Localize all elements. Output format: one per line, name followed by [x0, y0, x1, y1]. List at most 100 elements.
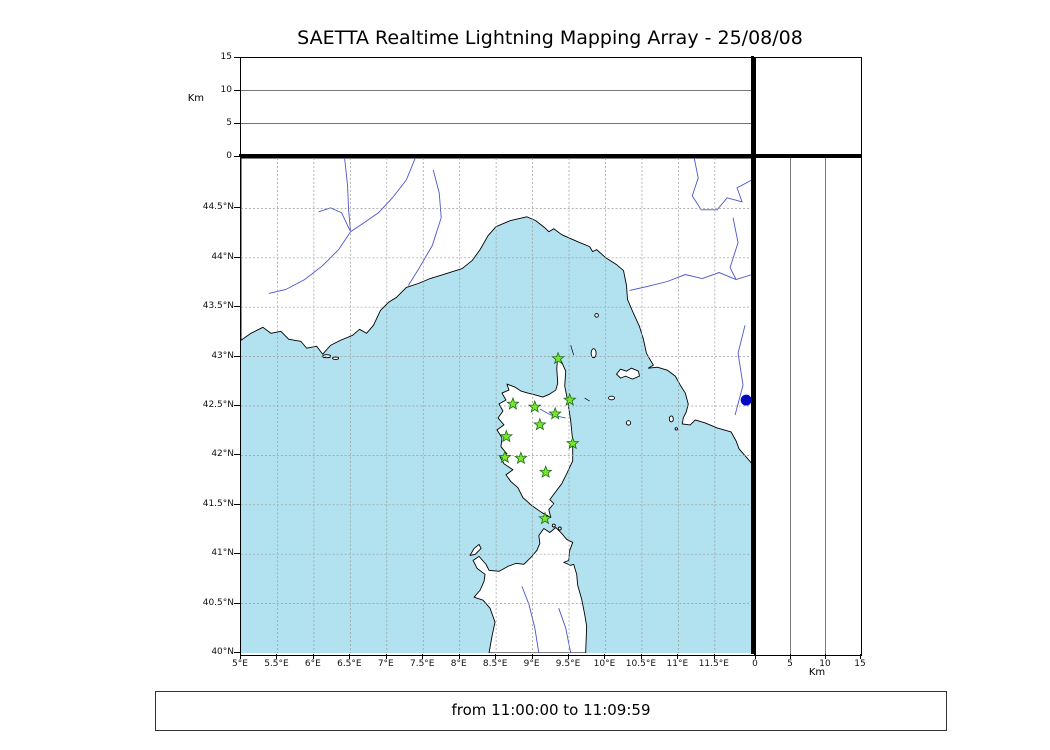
marker-layer: [498, 351, 752, 525]
lon-tick-label: 8°E: [450, 659, 467, 669]
lat-tick-label: 40.5°N: [202, 597, 234, 608]
altitude-tick-mark: [234, 156, 240, 157]
pianosa-island: [608, 395, 615, 401]
elba-island: [616, 367, 640, 380]
port-cros-island: [332, 356, 340, 360]
lat-tick-mark: [234, 207, 240, 209]
river: [407, 169, 442, 286]
lon-tick-label: 10°E: [593, 659, 616, 669]
sardinia-land: [472, 527, 588, 653]
station-marker: [499, 429, 514, 443]
panel-divider-horizontal: [239, 154, 861, 157]
lon-tick-mark: [604, 654, 606, 659]
lat-tick-mark: [234, 454, 240, 456]
lon-tick-mark: [240, 654, 241, 659]
altitude-tick-mark: [790, 654, 791, 659]
lat-tick-mark: [234, 256, 240, 258]
altitude-unit-label-left: Km: [187, 93, 204, 104]
capraia-island: [590, 348, 597, 359]
lat-tick-mark: [234, 602, 240, 604]
station-marker: [562, 392, 577, 406]
lat-tick-mark: [234, 355, 240, 357]
lat-tick-label: 44°N: [211, 251, 234, 262]
lon-tick-label: 8.5°E: [482, 659, 508, 669]
lon-tick-label: 5°E: [232, 659, 248, 669]
lon-tick-label: 7.5°E: [409, 659, 435, 669]
altitude-tick-label: 0: [226, 151, 232, 161]
station-marker: [527, 399, 542, 413]
lat-tick-label: 43.5°N: [202, 301, 234, 312]
maddalena-islet: [557, 526, 562, 531]
altitude-tick-mark: [234, 57, 240, 58]
maddalena-islet: [551, 523, 556, 528]
altitude-tick-mark: [234, 123, 240, 124]
coastline-detail: [570, 345, 575, 356]
station-marker: [533, 417, 547, 431]
giannutri-island: [674, 427, 678, 431]
lat-tick-label: 44.5°N: [202, 202, 234, 213]
lon-tick-label: 11°E: [666, 659, 689, 669]
altitude-tick-mark: [234, 90, 240, 91]
altitude-longitude-panel: [240, 57, 755, 158]
giglio-island: [668, 415, 674, 423]
river: [729, 217, 739, 280]
river: [350, 158, 416, 233]
time-window-text: from 11:00:00 to 11:09:59: [451, 701, 651, 719]
altitude-tick-mark: [860, 654, 861, 659]
river: [539, 408, 566, 419]
lon-tick-mark: [713, 654, 715, 659]
altitude-tick-label: 10: [220, 85, 232, 95]
altitude-unit-label-bottom: Km: [808, 667, 826, 678]
altitude-tick-label: 15: [854, 659, 866, 669]
lon-tick-label: 11.5°E: [698, 659, 729, 669]
lat-tick-mark: [234, 503, 240, 505]
altitude-tick-mark: [825, 654, 826, 659]
gorgona-island: [594, 313, 599, 318]
lat-tick-label: 42.5°N: [202, 399, 234, 410]
altitude-grid-line: [241, 123, 754, 124]
page-title: SAETTA Realtime Lightning Mapping Array …: [297, 27, 803, 49]
station-marker: [548, 406, 562, 420]
coastline-detail: [584, 397, 590, 402]
lat-tick-mark: [234, 652, 240, 653]
lat-tick-mark: [234, 306, 240, 308]
geographic-map: [241, 158, 752, 653]
altitude-latitude-panel: [755, 157, 862, 656]
lon-tick-mark: [495, 654, 497, 659]
altitude-tick-label: 15: [220, 52, 232, 62]
altitude-tick-label: 5: [787, 659, 793, 669]
lon-tick-mark: [349, 654, 351, 659]
lat-tick-mark: [234, 404, 240, 406]
station-marker: [538, 511, 552, 525]
france-italy-land: [241, 158, 752, 465]
panel-divider-vertical: [751, 56, 754, 654]
lightning-event-marker: [740, 394, 752, 406]
river: [318, 207, 351, 232]
altitude-grid-line: [241, 90, 754, 91]
lat-tick-label: 41.5°N: [202, 498, 234, 509]
lat-tick-label: 41°N: [211, 548, 234, 559]
altitude-tick-label: 10: [819, 659, 831, 669]
montecristo-island: [625, 420, 632, 426]
lon-tick-mark: [677, 654, 679, 659]
river: [521, 586, 540, 653]
time-window-box: from 11:00:00 to 11:09:59: [155, 691, 947, 731]
river: [691, 158, 702, 211]
corner-panel: [755, 57, 862, 158]
lon-tick-mark: [531, 654, 533, 659]
altitude-grid-line: [790, 158, 791, 655]
river: [344, 158, 352, 232]
lon-tick-mark: [276, 654, 278, 659]
lon-tick-mark: [312, 654, 314, 659]
lon-tick-label: 9.5°E: [555, 659, 581, 669]
lon-tick-mark: [385, 654, 387, 659]
lon-tick-mark: [458, 654, 460, 659]
map-panel: [240, 157, 755, 656]
altitude-tick-label: 5: [226, 118, 232, 128]
altitude-grid-line: [825, 158, 826, 655]
station-marker: [506, 396, 520, 410]
river: [734, 325, 746, 416]
lon-tick-label: 7°E: [377, 659, 394, 669]
lat-tick-label: 43°N: [211, 350, 234, 361]
